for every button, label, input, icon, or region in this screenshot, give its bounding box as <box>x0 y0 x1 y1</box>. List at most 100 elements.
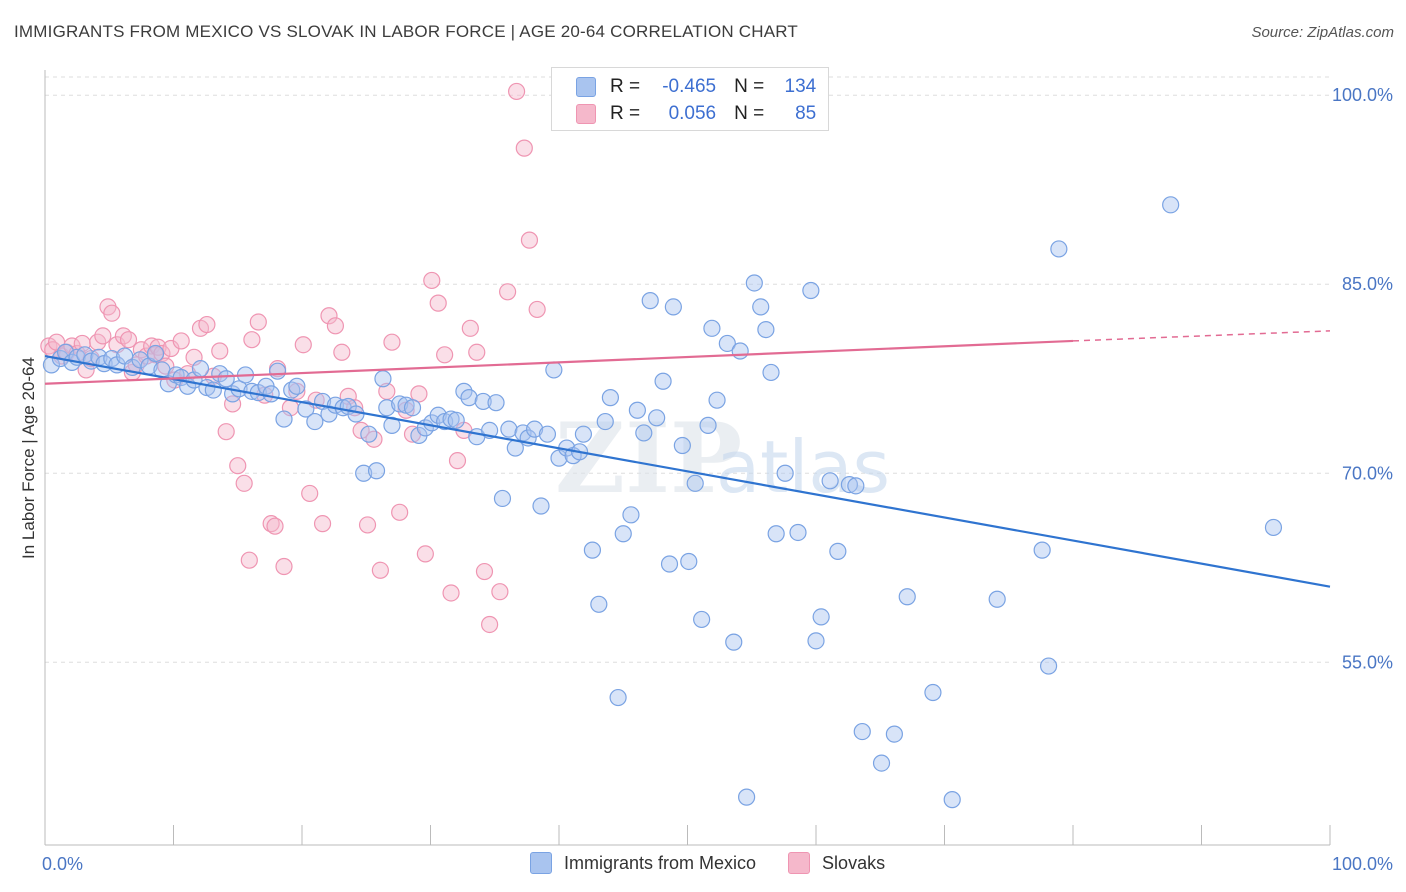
mexico-point <box>474 392 492 411</box>
mexico-point <box>762 363 780 382</box>
slovaks-point <box>211 342 229 360</box>
legend-swatch-mexico <box>530 852 552 874</box>
watermark: ZIP atlas <box>555 402 890 515</box>
mexico-point <box>686 474 704 492</box>
mexico-point <box>924 683 942 702</box>
mexico-point <box>288 377 306 395</box>
slovaks-point <box>217 423 235 441</box>
mexico-point <box>447 411 465 429</box>
legend-r-value: -0.465 <box>662 76 717 97</box>
mexico-point <box>641 292 659 310</box>
mexico-point <box>885 725 903 743</box>
mexico-point <box>635 424 653 442</box>
legend-swatch-mexico <box>576 77 596 97</box>
mexico-point <box>1039 657 1058 675</box>
slovaks-point <box>383 333 401 351</box>
mexico-point <box>460 389 478 407</box>
mexico-point <box>306 412 324 431</box>
mexico-point <box>545 361 563 379</box>
mexico-point <box>131 351 149 369</box>
mexico-point <box>1050 240 1068 258</box>
mexico-point <box>268 362 287 380</box>
y-tick-labels: 55.0% 70.0% 85.0% 100.0% <box>1332 85 1393 672</box>
slovaks-point <box>240 551 258 569</box>
mexico-point <box>487 394 505 412</box>
mexico-point <box>664 298 682 316</box>
chart-title: IMMIGRANTS FROM MEXICO VS SLOVAK IN LABO… <box>14 22 799 41</box>
mexico-point <box>718 334 736 353</box>
slovaks-point <box>333 343 351 361</box>
mexico-point <box>532 497 550 515</box>
slovaks-point <box>224 395 242 413</box>
mexico-point <box>660 555 679 573</box>
slovaks-point <box>468 343 486 361</box>
slovaks-point <box>313 515 332 533</box>
slovaks-point <box>461 319 479 337</box>
slovaks-point <box>294 336 312 354</box>
correlation-legend: R = -0.465 N = 134 R = 0.056 N = 85 <box>551 67 829 131</box>
slovaks-point <box>507 82 526 101</box>
slovaks-point <box>491 583 509 601</box>
mexico-point <box>847 477 865 495</box>
slovaks-point <box>320 307 338 325</box>
slovaks-point <box>442 584 460 602</box>
mexico-point <box>367 462 386 480</box>
mexico-point <box>583 541 602 559</box>
slovaks-point <box>103 304 121 322</box>
series-legend: Immigrants from Mexico Slovaks <box>530 852 917 874</box>
slovaks-point <box>275 557 293 576</box>
mexico-point <box>812 608 830 626</box>
slovaks-point <box>94 327 112 345</box>
mexico-point <box>574 425 593 443</box>
mexico-point <box>1162 196 1180 214</box>
mexico-point <box>360 425 378 443</box>
y-tick-label: 85.0% <box>1342 274 1393 294</box>
slovaks-point <box>266 517 284 535</box>
slovaks-trend-line <box>44 339 1074 385</box>
mexico-point <box>731 342 749 360</box>
mexico-point <box>872 754 891 772</box>
mexico-point <box>648 409 666 427</box>
slovaks-trend-extension <box>1072 330 1331 342</box>
legend-n-value: 134 <box>784 76 817 97</box>
legend-n-value: 85 <box>795 103 817 124</box>
legend-row-slovaks: R = 0.056 N = 85 <box>576 103 816 125</box>
mexico-point <box>609 688 627 707</box>
mexico-point <box>752 298 770 316</box>
mexico-point <box>654 372 672 390</box>
mexico-point <box>821 472 839 490</box>
slovaks-point <box>528 300 546 319</box>
slovaks-points <box>40 82 546 634</box>
slovaks-point <box>229 457 247 475</box>
axes <box>44 70 1331 846</box>
mexico-point <box>297 400 315 418</box>
slovaks-point <box>326 317 345 335</box>
slovaks-point <box>198 315 216 334</box>
mexico-point <box>943 791 961 809</box>
mexico-point <box>807 632 825 650</box>
slovaks-point <box>475 562 494 581</box>
mexico-point <box>622 506 640 524</box>
slovaks-point <box>499 283 517 301</box>
mexico-point <box>829 542 847 560</box>
svg-text:atlas: atlas <box>716 425 890 509</box>
slovaks-point <box>423 271 441 290</box>
mexico-point <box>217 370 235 388</box>
slovaks-point <box>448 452 467 470</box>
y-tick-label: 100.0% <box>1332 85 1393 105</box>
mexico-point <box>378 399 396 417</box>
slovaks-point <box>249 313 267 331</box>
slovaks-point <box>520 231 539 249</box>
svg-text:ZIP: ZIP <box>555 402 742 515</box>
mexico-point <box>776 464 794 482</box>
mexico-point <box>191 360 210 378</box>
source-credit: Source: ZipAtlas.com <box>1251 24 1394 41</box>
mexico-point <box>355 464 373 482</box>
trend-lines <box>44 330 1331 588</box>
y-axis-title: In Labor Force | Age 20-64 <box>19 357 38 559</box>
gridlines <box>45 76 1330 663</box>
mexico-point <box>262 385 280 403</box>
slovaks-point <box>365 430 383 448</box>
slovaks-point <box>436 346 454 364</box>
